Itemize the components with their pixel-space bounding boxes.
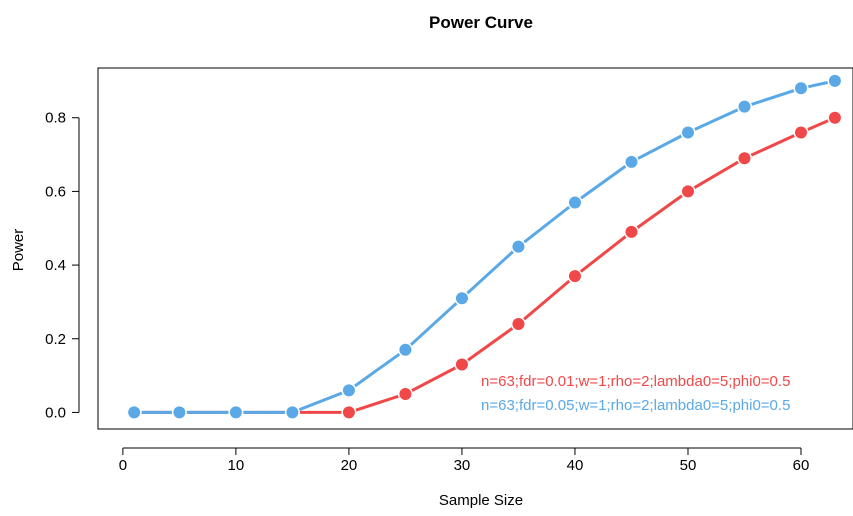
x-tick-label: 40 bbox=[567, 457, 584, 474]
data-point bbox=[229, 406, 242, 419]
series-layer bbox=[126, 73, 843, 420]
x-tick-label: 0 bbox=[119, 457, 127, 474]
x-axis-label: Sample Size bbox=[439, 492, 523, 509]
data-point bbox=[738, 100, 751, 113]
data-point bbox=[512, 240, 525, 253]
data-point bbox=[399, 388, 412, 401]
data-point bbox=[342, 406, 355, 419]
x-tick-label: 30 bbox=[454, 457, 471, 474]
y-axis: 0.0 0.2 0.4 0.6 0.8 bbox=[45, 110, 80, 421]
series-2 bbox=[126, 73, 843, 420]
data-point bbox=[795, 82, 808, 95]
data-point bbox=[828, 111, 841, 124]
y-tick-label: 0.0 bbox=[45, 404, 66, 421]
x-tick-label: 60 bbox=[793, 457, 810, 474]
data-point bbox=[681, 126, 694, 139]
data-point bbox=[681, 185, 694, 198]
y-tick-label: 0.2 bbox=[45, 331, 66, 348]
data-point bbox=[625, 155, 638, 168]
y-tick-label: 0.4 bbox=[45, 257, 66, 274]
data-point bbox=[173, 406, 186, 419]
data-point bbox=[738, 152, 751, 165]
y-tick-label: 0.6 bbox=[45, 183, 66, 200]
series-line bbox=[134, 79, 836, 414]
data-point bbox=[342, 384, 355, 397]
data-point bbox=[399, 343, 412, 356]
data-point bbox=[568, 196, 581, 209]
data-point bbox=[828, 74, 841, 87]
data-point bbox=[455, 358, 468, 371]
x-tick-label: 10 bbox=[228, 457, 245, 474]
data-point bbox=[512, 318, 525, 331]
chart-title: Power Curve bbox=[429, 13, 533, 32]
x-tick-label: 50 bbox=[680, 457, 697, 474]
legend-entry: n=63;fdr=0.01;w=1;rho=2;lambda0=5;phi0=0… bbox=[481, 373, 790, 390]
x-tick-label: 20 bbox=[341, 457, 358, 474]
data-point bbox=[568, 270, 581, 283]
plot-frame bbox=[97, 67, 853, 430]
y-tick-label: 0.8 bbox=[45, 110, 66, 127]
data-point bbox=[286, 406, 299, 419]
data-point bbox=[795, 126, 808, 139]
x-axis: 0 10 20 30 40 50 60 bbox=[119, 447, 810, 474]
data-point bbox=[625, 225, 638, 238]
y-axis-label: Power bbox=[10, 229, 27, 272]
legend: n=63;fdr=0.01;w=1;rho=2;lambda0=5;phi0=0… bbox=[481, 373, 790, 414]
data-point bbox=[455, 292, 468, 305]
series-line bbox=[134, 116, 836, 414]
data-point bbox=[128, 406, 141, 419]
legend-entry: n=63;fdr=0.05;w=1;rho=2;lambda0=5;phi0=0… bbox=[481, 397, 790, 414]
